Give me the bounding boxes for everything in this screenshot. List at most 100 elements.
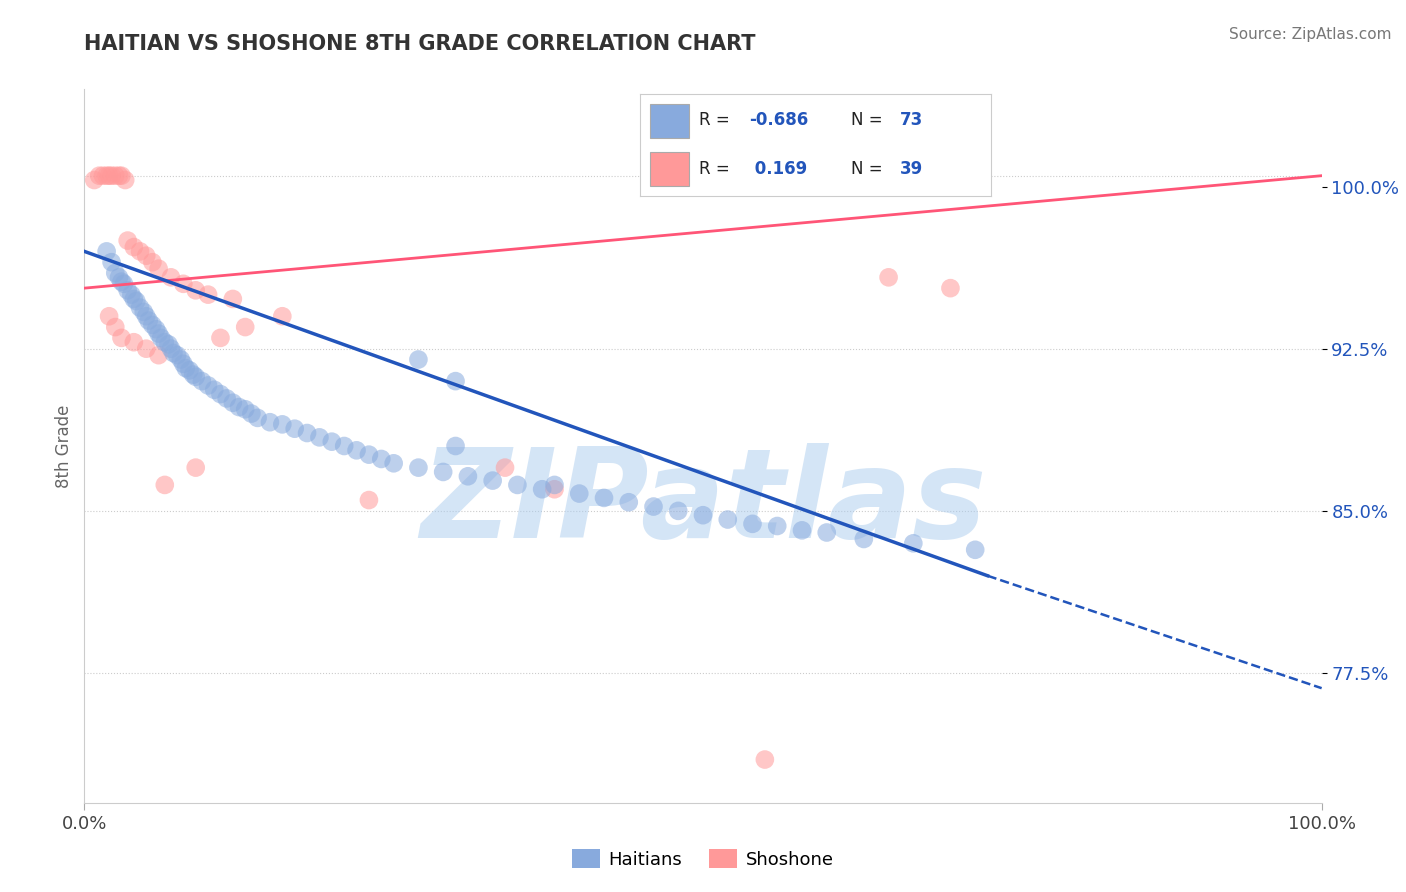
- Point: [717, 512, 740, 526]
- Point: [104, 169, 127, 183]
- Point: [179, 363, 201, 377]
- Text: 0.169: 0.169: [749, 160, 807, 178]
- Point: [666, 504, 689, 518]
- Point: [852, 532, 875, 546]
- Point: [148, 326, 170, 341]
- Point: [135, 249, 157, 263]
- Point: [222, 396, 245, 410]
- Point: [790, 524, 813, 538]
- Point: [444, 374, 467, 388]
- Point: [333, 439, 356, 453]
- Point: [481, 474, 503, 488]
- Point: [160, 342, 183, 356]
- Point: [100, 255, 122, 269]
- Text: R =: R =: [700, 160, 735, 178]
- Point: [145, 322, 167, 336]
- Point: [222, 292, 245, 306]
- Text: ZIPatlas: ZIPatlas: [420, 442, 986, 564]
- Point: [240, 407, 263, 421]
- Point: [321, 434, 343, 449]
- Point: [148, 261, 170, 276]
- Point: [98, 169, 121, 183]
- Point: [96, 169, 118, 183]
- Point: [246, 410, 269, 425]
- Point: [98, 310, 121, 324]
- Point: [135, 342, 157, 356]
- Point: [114, 173, 136, 187]
- Point: [122, 292, 145, 306]
- Point: [83, 173, 105, 187]
- Point: [543, 482, 565, 496]
- Point: [110, 169, 132, 183]
- Point: [692, 508, 714, 523]
- Point: [209, 331, 232, 345]
- Point: [271, 310, 294, 324]
- Point: [209, 387, 232, 401]
- Point: [284, 422, 307, 436]
- Point: [191, 374, 214, 388]
- Point: [174, 361, 197, 376]
- Point: [259, 415, 281, 429]
- Point: [370, 452, 392, 467]
- Text: N =: N =: [851, 160, 887, 178]
- Point: [135, 310, 157, 324]
- Point: [96, 244, 118, 259]
- Point: [172, 357, 194, 371]
- Point: [129, 301, 152, 315]
- Point: [432, 465, 454, 479]
- Text: 39: 39: [900, 160, 924, 178]
- Point: [741, 516, 763, 531]
- Point: [166, 348, 188, 362]
- Point: [903, 536, 925, 550]
- Point: [197, 378, 219, 392]
- Point: [138, 313, 160, 327]
- Text: N =: N =: [851, 112, 887, 129]
- Point: [181, 368, 204, 382]
- Point: [506, 478, 529, 492]
- Point: [494, 460, 516, 475]
- Point: [184, 460, 207, 475]
- Point: [965, 542, 987, 557]
- Point: [357, 448, 380, 462]
- Point: [148, 348, 170, 362]
- Point: [754, 753, 776, 767]
- Point: [295, 425, 318, 440]
- Point: [568, 486, 591, 500]
- Point: [444, 439, 467, 453]
- Point: [160, 270, 183, 285]
- Point: [108, 270, 131, 285]
- Point: [153, 478, 176, 492]
- Point: [110, 275, 132, 289]
- Point: [122, 335, 145, 350]
- Text: HAITIAN VS SHOSHONE 8TH GRADE CORRELATION CHART: HAITIAN VS SHOSHONE 8TH GRADE CORRELATIO…: [84, 34, 756, 54]
- Point: [202, 383, 225, 397]
- Point: [184, 369, 207, 384]
- Point: [157, 337, 180, 351]
- Point: [129, 244, 152, 259]
- Text: -0.686: -0.686: [749, 112, 808, 129]
- Text: Source: ZipAtlas.com: Source: ZipAtlas.com: [1229, 27, 1392, 42]
- Point: [172, 277, 194, 291]
- Point: [153, 335, 176, 350]
- Point: [766, 519, 789, 533]
- Y-axis label: 8th Grade: 8th Grade: [55, 404, 73, 488]
- Point: [170, 352, 193, 367]
- Point: [197, 287, 219, 301]
- Point: [233, 402, 256, 417]
- Point: [457, 469, 479, 483]
- Point: [162, 346, 184, 360]
- Point: [643, 500, 665, 514]
- Point: [382, 456, 405, 470]
- Legend: Haitians, Shoshone: Haitians, Shoshone: [565, 842, 841, 876]
- Point: [122, 240, 145, 254]
- Point: [543, 478, 565, 492]
- Point: [408, 352, 430, 367]
- Point: [215, 392, 238, 406]
- Point: [117, 283, 139, 297]
- Text: R =: R =: [700, 112, 735, 129]
- Point: [150, 331, 173, 345]
- Point: [617, 495, 640, 509]
- Point: [815, 525, 838, 540]
- Point: [100, 169, 122, 183]
- Point: [89, 169, 111, 183]
